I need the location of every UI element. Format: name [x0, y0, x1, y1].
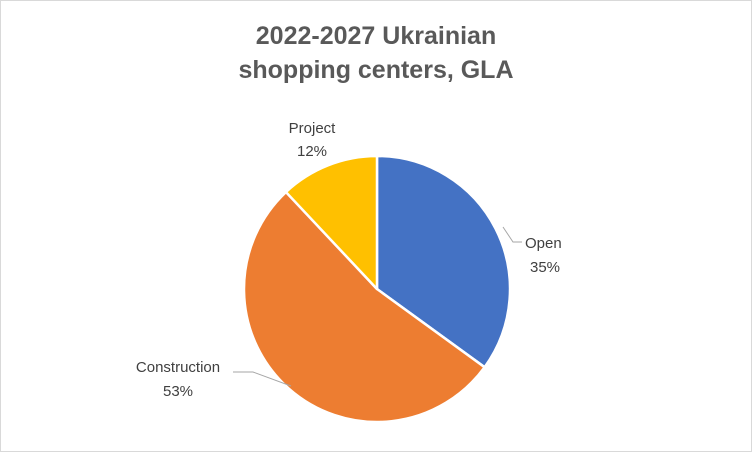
pie-slice-construction — [242, 190, 486, 424]
data-label-project-name: Project — [289, 120, 337, 137]
chart-title-line-2: shopping centers, GLA — [238, 56, 514, 84]
data-label-project-pct: 12% — [297, 143, 327, 160]
chart-title: 2022-2027 Ukrainian shopping centers, GL… — [1, 19, 751, 87]
pie-slice-project — [284, 154, 379, 291]
leader-line-open — [502, 226, 522, 243]
leader-line-construction — [233, 371, 292, 387]
pie-slice-open — [375, 154, 512, 369]
data-label-construction-name: Construction — [136, 359, 220, 376]
data-label-construction-pct: 53% — [163, 383, 193, 400]
data-label-open-pct: 35% — [530, 259, 560, 276]
data-label-open-name: Open — [525, 235, 562, 252]
chart-title-line-1: 2022-2027 Ukrainian — [255, 22, 497, 50]
